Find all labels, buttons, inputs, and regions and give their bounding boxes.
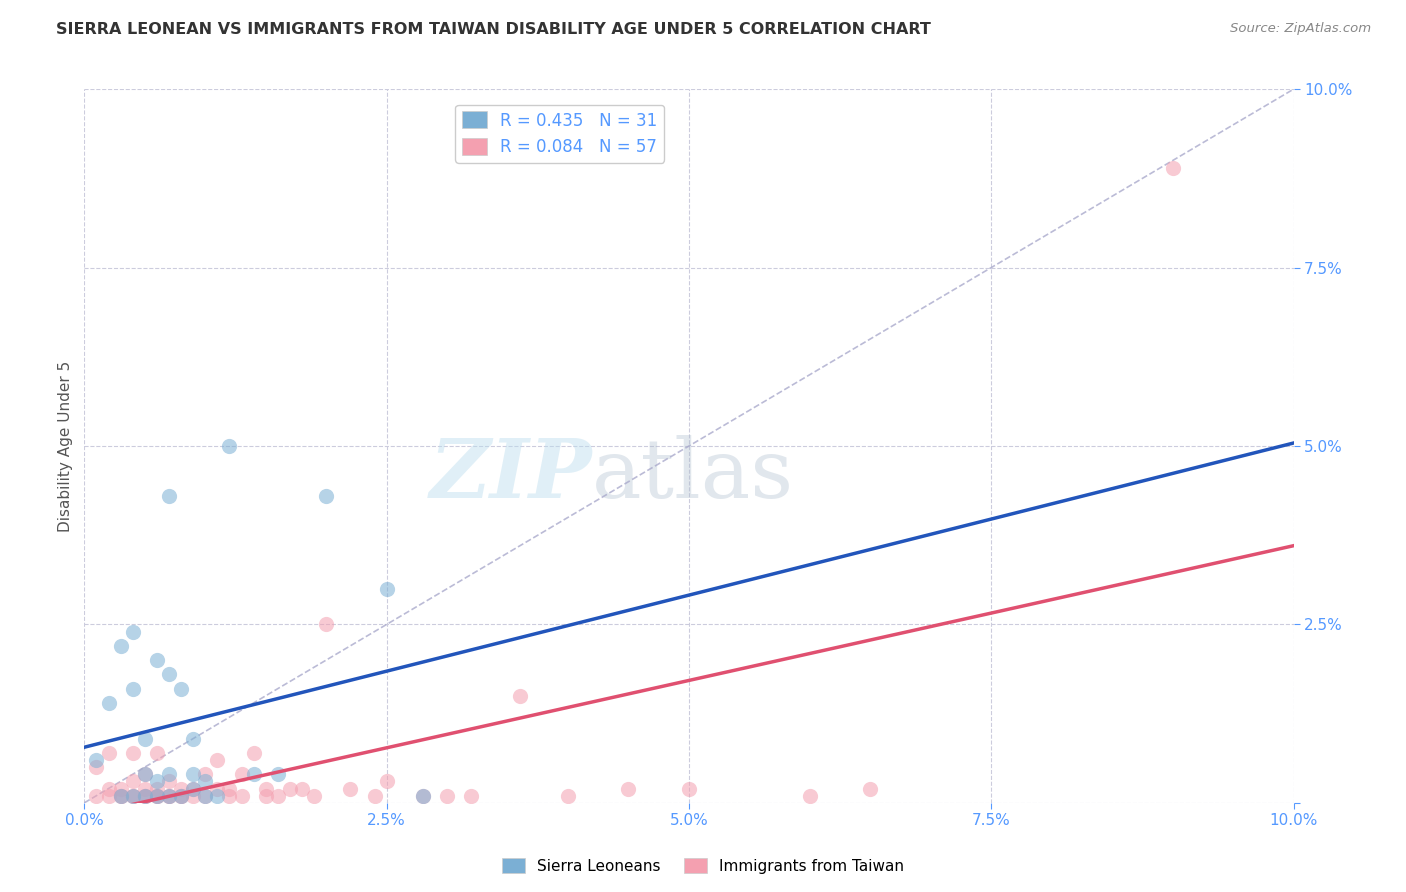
Point [302,789,325,803]
Point [134,781,156,796]
Point [146,774,169,789]
Point [412,789,434,803]
Point [557,789,579,803]
Point [146,789,169,803]
Point [218,789,240,803]
Point [134,767,156,781]
Point [181,781,204,796]
Point [315,617,337,632]
Point [375,582,398,596]
Point [231,767,253,781]
Point [509,689,531,703]
Legend: Sierra Leoneans, Immigrants from Taiwan: Sierra Leoneans, Immigrants from Taiwan [496,852,910,880]
Point [1161,161,1184,175]
Point [218,781,240,796]
Point [170,681,193,696]
Point [859,781,882,796]
Point [157,489,180,503]
Point [97,781,120,796]
Point [170,789,193,803]
Point [86,760,108,774]
Point [170,781,193,796]
Point [181,731,204,746]
Point [194,774,217,789]
Point [134,767,156,781]
Point [146,781,169,796]
Point [86,753,108,767]
Point [121,774,143,789]
Point [315,489,337,503]
Point [412,789,434,803]
Point [121,789,143,803]
Point [134,789,156,803]
Text: atlas: atlas [592,434,794,515]
Point [339,781,361,796]
Point [254,781,277,796]
Text: Source: ZipAtlas.com: Source: ZipAtlas.com [1230,22,1371,36]
Point [617,781,640,796]
Point [157,774,180,789]
Point [121,681,143,696]
Point [375,774,398,789]
Point [110,781,132,796]
Point [218,439,240,453]
Point [157,667,180,681]
Point [121,624,143,639]
Point [242,767,264,781]
Point [134,789,156,803]
Point [207,753,229,767]
Point [436,789,458,803]
Point [134,789,156,803]
Point [146,653,169,667]
Point [181,767,204,781]
Point [207,781,229,796]
Point [146,746,169,760]
Point [157,789,180,803]
Point [267,789,290,803]
Y-axis label: Disability Age Under 5: Disability Age Under 5 [58,360,73,532]
Text: SIERRA LEONEAN VS IMMIGRANTS FROM TAIWAN DISABILITY AGE UNDER 5 CORRELATION CHAR: SIERRA LEONEAN VS IMMIGRANTS FROM TAIWAN… [56,22,931,37]
Point [97,746,120,760]
Point [121,746,143,760]
Point [134,731,156,746]
Point [110,639,132,653]
Point [121,789,143,803]
Point [157,767,180,781]
Point [170,789,193,803]
Point [207,789,229,803]
Point [363,789,385,803]
Point [242,746,264,760]
Point [194,789,217,803]
Point [194,767,217,781]
Point [170,789,193,803]
Point [254,789,277,803]
Point [110,789,132,803]
Point [181,789,204,803]
Text: ZIP: ZIP [430,434,592,515]
Point [799,789,821,803]
Point [97,789,120,803]
Point [146,789,169,803]
Point [97,696,120,710]
Legend: R = 0.435   N = 31, R = 0.084   N = 57: R = 0.435 N = 31, R = 0.084 N = 57 [456,104,665,162]
Point [157,789,180,803]
Point [267,767,290,781]
Point [291,781,314,796]
Point [110,789,132,803]
Point [678,781,700,796]
Point [157,789,180,803]
Point [194,789,217,803]
Point [86,789,108,803]
Point [181,781,204,796]
Point [110,789,132,803]
Point [146,789,169,803]
Point [231,789,253,803]
Point [121,789,143,803]
Point [460,789,482,803]
Point [278,781,301,796]
